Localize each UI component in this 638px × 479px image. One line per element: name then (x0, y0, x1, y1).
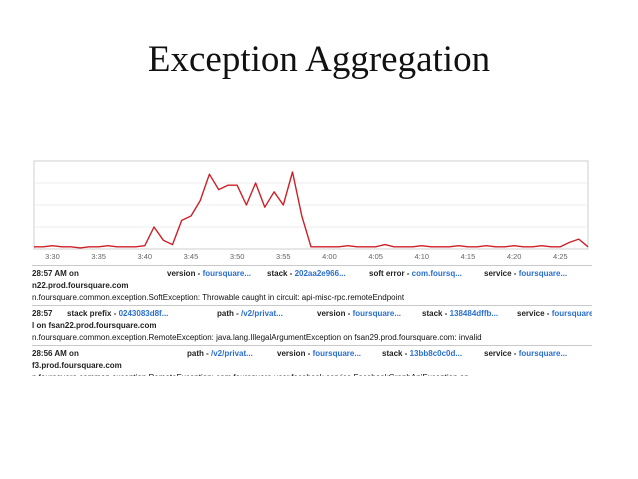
meta-value-link[interactable]: foursquare... (551, 309, 592, 318)
chart-series (34, 171, 589, 249)
meta-field: 28:57 AM on (32, 268, 79, 280)
series-line (34, 171, 589, 249)
meta-value-link[interactable]: foursquare... (352, 309, 402, 318)
chart-x-ticks: 3:30 3:35 3:40 3:45 3:50 3:55 4:00 4:05 4:10 4:15… (45, 252, 567, 261)
slide-title: Exception Aggregation (147, 39, 491, 80)
meta-label: service - (484, 349, 519, 358)
meta-value-link[interactable]: 0243083d8f... (118, 309, 169, 318)
exception-rate-chart: 3:30 3:35 3:40 3:45 3:50 3:55 4:00 4:05 4:10 4:15… (32, 157, 592, 263)
meta-field: stack - 202aa2e966... (267, 268, 346, 280)
exception-row-meta: 28:57 stack prefix - 0243083d8f... path - … (32, 308, 592, 320)
meta-value-link[interactable]: 202aa2e966... (294, 269, 346, 278)
dashboard-screenshot: 3:30 3:35 3:40 3:45 3:50 3:55 4:00 4:05 4:10 4:15… (32, 157, 592, 381)
exception-row[interactable]: 28:57 stack prefix - 0243083d8f... path - … (32, 305, 592, 345)
meta-label: stack - (267, 269, 295, 278)
meta-field: path - /v2/privat... (217, 308, 283, 320)
exception-message: n.foursquare.common.exception.SoftExcept… (32, 293, 405, 302)
exception-message: n.foursquare.common.exception.RemoteExce… (32, 333, 482, 342)
meta-label: path - (187, 349, 211, 358)
meta-value-link[interactable]: foursquare... (518, 349, 568, 358)
meta-field: 28:57 (32, 308, 52, 320)
chart-svg: 3:30 3:35 3:40 3:45 3:50 3:55 4:00 4:05 4:10 4:15… (33, 160, 589, 261)
meta-label: stack - (382, 349, 410, 358)
exception-row[interactable]: 28:57 AM on version - foursquare... stack … (32, 265, 592, 305)
exception-host: n22.prod.foursquare.com (32, 281, 129, 290)
meta-value-link[interactable]: foursquare... (518, 269, 568, 278)
x-tick-label: 3:40 (137, 252, 152, 261)
x-tick-label: 4:15 (461, 252, 476, 261)
meta-label: soft error - (369, 269, 412, 278)
meta-value-link[interactable]: com.foursq... (411, 269, 462, 278)
meta-field: version - foursquare... (167, 268, 251, 280)
meta-label: version - (167, 269, 203, 278)
x-tick-label: 4:20 (507, 252, 522, 261)
x-tick-label: 3:35 (91, 252, 106, 261)
x-tick-label: 4:10 (414, 252, 429, 261)
x-tick-label: 3:50 (230, 252, 245, 261)
crop-edge (32, 376, 592, 381)
x-tick-label: 4:25 (553, 252, 568, 261)
x-tick-label: 4:00 (322, 252, 337, 261)
meta-field: soft error - com.foursq... (369, 268, 462, 280)
exception-row-meta: 28:56 AM on path - /v2/privat... version -… (32, 348, 592, 360)
exception-row-meta: 28:57 AM on version - foursquare... stack … (32, 268, 592, 280)
meta-value-link[interactable]: 138484dffb... (449, 309, 499, 318)
meta-field: 28:56 AM on (32, 348, 79, 360)
chart-gridlines (33, 160, 589, 250)
meta-value-link[interactable]: foursquare... (202, 269, 252, 278)
meta-field: version - foursquare... (277, 348, 361, 360)
meta-field: service - foursquare... (484, 268, 567, 280)
meta-field: service - foursquare... (517, 308, 592, 320)
meta-field: stack prefix - 0243083d8f... (67, 308, 168, 320)
meta-value-link[interactable]: /v2/privat... (211, 349, 253, 358)
meta-value-link[interactable]: 13bb8c0c0d... (409, 349, 463, 358)
meta-label: service - (517, 309, 552, 318)
meta-label: version - (277, 349, 313, 358)
meta-field: path - /v2/privat... (187, 348, 253, 360)
exception-row-host: f3.prod.foursquare.com (32, 360, 592, 372)
meta-label: 28:57 AM on (32, 269, 79, 278)
meta-label: version - (317, 309, 353, 318)
meta-label: 28:57 (32, 309, 53, 318)
x-tick-label: 3:30 (45, 252, 60, 261)
meta-field: service - foursquare... (484, 348, 567, 360)
exception-row-host: l on fsan22.prod.foursquare.com (32, 320, 592, 332)
x-tick-label: 4:05 (368, 252, 383, 261)
meta-value-link[interactable]: /v2/privat... (241, 309, 283, 318)
exception-host: l on fsan22.prod.foursquare.com (32, 321, 157, 330)
meta-label: stack - (422, 309, 450, 318)
meta-label: path - (217, 309, 241, 318)
meta-field: stack - 138484dffb... (422, 308, 498, 320)
meta-field: stack - 13bb8c0c0d... (382, 348, 462, 360)
exception-list: 28:57 AM on version - foursquare... stack … (32, 265, 592, 381)
x-tick-label: 3:45 (184, 252, 199, 261)
meta-field: version - foursquare... (317, 308, 401, 320)
x-tick-label: 3:55 (276, 252, 291, 261)
meta-value-link[interactable]: foursquare... (312, 349, 362, 358)
meta-label: 28:56 AM on (32, 349, 79, 358)
exception-row-host: n22.prod.foursquare.com (32, 280, 592, 292)
meta-label: service - (484, 269, 519, 278)
exception-host: f3.prod.foursquare.com (32, 361, 122, 370)
meta-label: stack prefix - (67, 309, 119, 318)
